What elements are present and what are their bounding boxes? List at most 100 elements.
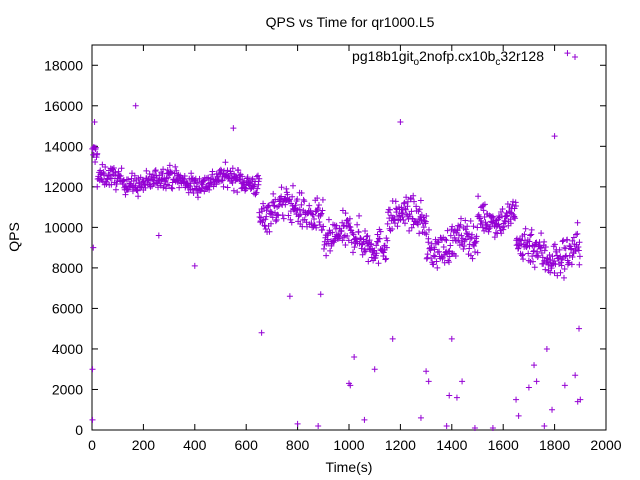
data-point xyxy=(227,170,234,177)
data-point xyxy=(362,227,369,234)
y-axis-label: QPS xyxy=(6,222,22,252)
legend-label-part-2: 2nofp.cx10b xyxy=(419,48,495,64)
data-point xyxy=(569,254,576,261)
data-point xyxy=(468,252,474,259)
data-point xyxy=(195,194,202,201)
x-axis: 0 200 400 600 800 1000 1200 1400 1600 1800 2000 xyxy=(88,45,622,453)
data-point xyxy=(314,205,321,212)
data-point xyxy=(537,245,544,252)
y-tick-label: 16000 xyxy=(44,98,83,114)
data-point xyxy=(574,219,581,226)
data-point xyxy=(329,229,336,236)
data-point xyxy=(533,378,540,385)
y-tick-label: 12000 xyxy=(44,179,83,195)
data-point xyxy=(92,144,99,151)
data-point xyxy=(102,164,109,171)
data-point xyxy=(325,216,332,223)
data-point xyxy=(512,215,519,222)
data-point xyxy=(256,175,263,182)
data-point xyxy=(90,244,97,251)
data-point xyxy=(430,261,437,268)
data-point xyxy=(515,412,522,419)
data-point xyxy=(364,232,371,239)
data-point xyxy=(425,226,432,233)
data-point xyxy=(549,253,556,260)
data-point xyxy=(287,216,294,223)
data-point xyxy=(490,214,497,221)
data-point xyxy=(451,234,458,241)
data-point xyxy=(510,198,517,205)
legend-marker-plus xyxy=(572,54,578,60)
data-point xyxy=(541,238,548,245)
data-point xyxy=(507,220,514,227)
data-point xyxy=(296,212,303,219)
data-point xyxy=(162,185,169,192)
data-point xyxy=(564,50,571,57)
data-point xyxy=(254,185,261,192)
data-point xyxy=(531,264,538,271)
data-point xyxy=(307,207,314,214)
data-point xyxy=(176,184,183,191)
data-point xyxy=(191,262,198,269)
data-point xyxy=(329,238,336,245)
data-point xyxy=(373,250,380,257)
data-point xyxy=(241,177,248,184)
data-point xyxy=(318,210,325,217)
data-point xyxy=(449,223,456,230)
data-point xyxy=(400,200,407,207)
data-point xyxy=(275,202,282,209)
data-point xyxy=(483,222,490,229)
legend-label-sub-1: o xyxy=(414,57,420,68)
x-tick-label: 1600 xyxy=(488,437,519,453)
data-point xyxy=(248,176,255,183)
data-point xyxy=(132,102,139,109)
data-point xyxy=(525,384,532,391)
data-point xyxy=(172,163,179,170)
data-point xyxy=(112,169,119,176)
data-point xyxy=(108,175,115,182)
data-point xyxy=(491,234,498,241)
data-point xyxy=(467,235,474,242)
data-point xyxy=(468,231,475,238)
data-point xyxy=(198,187,205,194)
data-point xyxy=(447,242,454,249)
data-point xyxy=(270,190,277,197)
data-point xyxy=(504,212,511,219)
data-point xyxy=(558,262,565,269)
data-point xyxy=(475,193,482,200)
data-point xyxy=(191,177,198,184)
data-point xyxy=(391,220,398,227)
data-point xyxy=(433,258,440,265)
legend-marker xyxy=(572,54,578,60)
data-point xyxy=(319,226,326,233)
data-point xyxy=(446,392,453,399)
data-point xyxy=(266,228,273,235)
data-point xyxy=(423,368,430,375)
data-point xyxy=(554,272,561,279)
data-point xyxy=(401,220,408,227)
data-point xyxy=(543,345,550,352)
data-point xyxy=(492,229,499,236)
legend-label-part-3: 32r128 xyxy=(500,48,544,64)
data-point xyxy=(549,406,556,413)
data-point xyxy=(472,248,479,255)
data-point xyxy=(132,182,139,189)
data-point xyxy=(357,235,364,242)
data-point xyxy=(518,252,525,259)
data-point xyxy=(547,269,554,276)
data-point xyxy=(566,260,573,267)
data-point xyxy=(120,177,127,184)
data-point xyxy=(446,259,453,266)
data-point xyxy=(460,246,467,252)
x-tick-label: 1200 xyxy=(385,437,416,453)
data-point xyxy=(474,224,481,231)
data-point xyxy=(384,220,391,227)
data-point xyxy=(547,256,554,263)
data-point xyxy=(168,169,175,176)
data-point xyxy=(263,207,270,214)
data-points xyxy=(89,50,584,431)
data-point xyxy=(452,252,459,259)
data-point xyxy=(194,189,201,196)
data-point xyxy=(186,183,193,190)
data-point xyxy=(118,165,125,172)
